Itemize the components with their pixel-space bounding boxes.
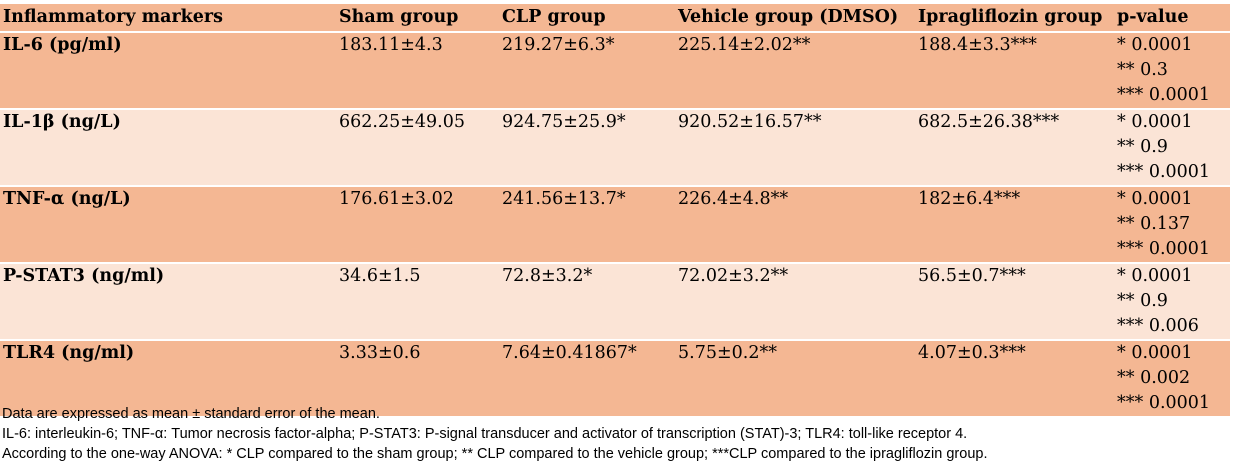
ipragliflozin-cell: 4.07±0.3***	[915, 339, 1114, 416]
sham-cell: 662.25±49.05	[336, 108, 499, 186]
marker-name-cell: IL-6 (pg/ml)	[0, 31, 336, 109]
header-p-value: p-value	[1114, 4, 1230, 33]
ipragliflozin-cell: 682.5±26.38***	[915, 108, 1114, 186]
marker-name-cell: IL-1β (ng/L)	[0, 108, 336, 186]
header-sham: Sham group	[336, 4, 499, 33]
p-value-cell: * 0.0001 ** 0.002 *** 0.0001	[1114, 339, 1230, 416]
sham-cell: 3.33±0.6	[336, 339, 499, 416]
p-value-cell: * 0.0001 ** 0.137 *** 0.0001	[1114, 185, 1230, 263]
sham-cell: 183.11±4.3	[336, 31, 499, 109]
table-header-row: Inflammatory markers Sham group CLP grou…	[0, 4, 1230, 33]
sham-cell: 34.6±1.5	[336, 262, 499, 340]
table-row: TLR4 (ng/ml) 3.33±0.6 7.64±0.41867* 5.75…	[0, 339, 1230, 416]
p-value-line: *** 0.0001	[1117, 239, 1211, 259]
inflammatory-markers-table: Inflammatory markers Sham group CLP grou…	[0, 4, 1230, 416]
p-value-line: * 0.0001	[1117, 112, 1193, 132]
vehicle-cell: 225.14±2.02**	[675, 31, 915, 109]
p-value-line: *** 0.0001	[1117, 162, 1211, 182]
p-value-line: ** 0.002	[1117, 368, 1191, 388]
footnote-anova: According to the one-way ANOVA: * CLP co…	[2, 446, 988, 462]
footnote-abbreviations: IL-6: interleukin-6; TNF-α: Tumor necros…	[2, 426, 968, 442]
p-value-cell: * 0.0001 ** 0.9 *** 0.0001	[1114, 108, 1230, 186]
vehicle-cell: 920.52±16.57**	[675, 108, 915, 186]
p-value-line: ** 0.9	[1117, 291, 1168, 311]
p-value-line: *** 0.006	[1117, 316, 1199, 336]
p-value-line: * 0.0001	[1117, 35, 1193, 55]
marker-name-cell: TLR4 (ng/ml)	[0, 339, 336, 416]
table-row: IL-6 (pg/ml) 183.11±4.3 219.27±6.3* 225.…	[0, 31, 1230, 109]
table-row: P-STAT3 (ng/ml) 34.6±1.5 72.8±3.2* 72.02…	[0, 262, 1230, 340]
marker-name-cell: P-STAT3 (ng/ml)	[0, 262, 336, 340]
table-row: TNF-α (ng/L) 176.61±3.02 241.56±13.7* 22…	[0, 185, 1230, 263]
vehicle-cell: 5.75±0.2**	[675, 339, 915, 416]
ipragliflozin-cell: 188.4±3.3***	[915, 31, 1114, 109]
header-clp: CLP group	[499, 4, 675, 33]
ipragliflozin-cell: 56.5±0.7***	[915, 262, 1114, 340]
clp-cell: 241.56±13.7*	[499, 185, 675, 263]
clp-cell: 72.8±3.2*	[499, 262, 675, 340]
sham-cell: 176.61±3.02	[336, 185, 499, 263]
clp-cell: 219.27±6.3*	[499, 31, 675, 109]
header-marker: Inflammatory markers	[0, 4, 336, 33]
p-value-line: * 0.0001	[1117, 189, 1193, 209]
header-ipragliflozin: Ipragliflozin group	[915, 4, 1114, 33]
footnote-data-expression: Data are expressed as mean ± standard er…	[2, 406, 380, 422]
p-value-cell: * 0.0001 ** 0.9 *** 0.006	[1114, 262, 1230, 340]
vehicle-cell: 226.4±4.8**	[675, 185, 915, 263]
ipragliflozin-cell: 182±6.4***	[915, 185, 1114, 263]
marker-name-cell: TNF-α (ng/L)	[0, 185, 336, 263]
p-value-line: * 0.0001	[1117, 266, 1193, 286]
p-value-line: ** 0.9	[1117, 137, 1168, 157]
p-value-line: * 0.0001	[1117, 343, 1193, 363]
table-footnotes: Data are expressed as mean ± standard er…	[2, 404, 987, 464]
table-row: IL-1β (ng/L) 662.25±49.05 924.75±25.9* 9…	[0, 108, 1230, 186]
p-value-line: ** 0.3	[1117, 60, 1168, 80]
p-value-line: *** 0.0001	[1117, 85, 1211, 105]
p-value-line: *** 0.0001	[1117, 393, 1211, 413]
clp-cell: 7.64±0.41867*	[499, 339, 675, 416]
header-vehicle: Vehicle group (DMSO)	[675, 4, 915, 33]
clp-cell: 924.75±25.9*	[499, 108, 675, 186]
p-value-cell: * 0.0001 ** 0.3 *** 0.0001	[1114, 31, 1230, 109]
vehicle-cell: 72.02±3.2**	[675, 262, 915, 340]
p-value-line: ** 0.137	[1117, 214, 1191, 234]
